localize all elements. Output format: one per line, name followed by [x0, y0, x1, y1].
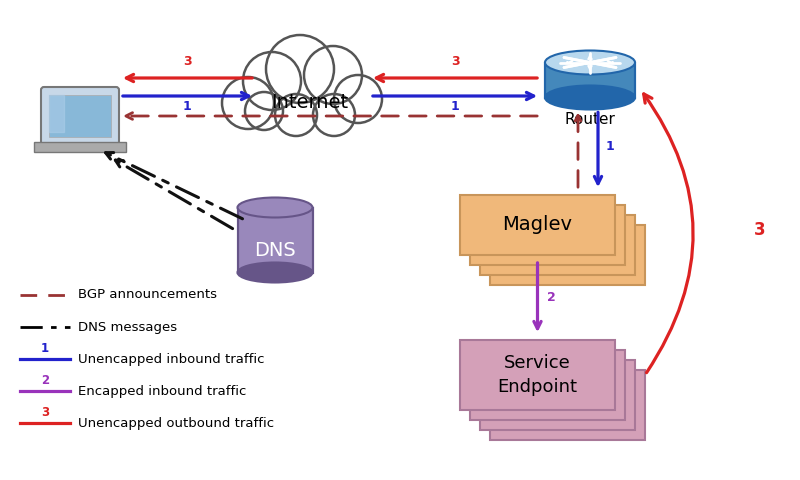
Text: Internet: Internet [271, 94, 349, 112]
Text: 3: 3 [450, 55, 459, 68]
Text: Maglev: Maglev [502, 216, 573, 235]
Bar [480, 360, 635, 430]
Text: BGP announcements: BGP announcements [78, 288, 217, 301]
Circle shape [304, 46, 362, 104]
Bar [470, 350, 625, 420]
Circle shape [222, 77, 274, 129]
Bar [460, 340, 615, 410]
Text: 1: 1 [182, 100, 191, 113]
Bar [238, 207, 313, 273]
Text: Router: Router [565, 111, 615, 127]
Ellipse shape [545, 50, 635, 74]
Circle shape [266, 35, 334, 103]
Bar [490, 370, 645, 440]
Circle shape [245, 92, 283, 130]
Text: 3: 3 [41, 407, 49, 420]
FancyBboxPatch shape [34, 142, 126, 152]
Bar [545, 62, 635, 97]
Bar [49, 95, 111, 137]
Text: Service
Endpoint: Service Endpoint [498, 354, 578, 396]
Text: 2: 2 [547, 291, 556, 304]
Text: 3: 3 [754, 221, 766, 239]
Circle shape [334, 75, 382, 123]
FancyBboxPatch shape [41, 87, 119, 145]
Circle shape [275, 94, 317, 136]
Text: 1: 1 [41, 343, 49, 356]
Text: Unencapped inbound traffic: Unencapped inbound traffic [78, 352, 265, 365]
Text: 1: 1 [450, 100, 459, 113]
FancyArrowPatch shape [644, 94, 693, 372]
Bar [460, 195, 615, 255]
Text: 1: 1 [606, 140, 614, 153]
Text: DNS messages: DNS messages [78, 321, 177, 334]
Bar [490, 225, 645, 285]
Bar [480, 215, 635, 275]
Text: Encapped inbound traffic: Encapped inbound traffic [78, 384, 246, 397]
Circle shape [243, 52, 301, 110]
Ellipse shape [238, 263, 313, 283]
Text: Unencapped outbound traffic: Unencapped outbound traffic [78, 417, 274, 430]
Text: 3: 3 [182, 55, 191, 68]
Text: DNS: DNS [254, 240, 296, 260]
Polygon shape [222, 35, 382, 136]
Circle shape [313, 94, 355, 136]
Text: 2: 2 [41, 374, 49, 387]
Ellipse shape [238, 197, 313, 217]
Bar [470, 205, 625, 265]
Ellipse shape [545, 85, 635, 109]
